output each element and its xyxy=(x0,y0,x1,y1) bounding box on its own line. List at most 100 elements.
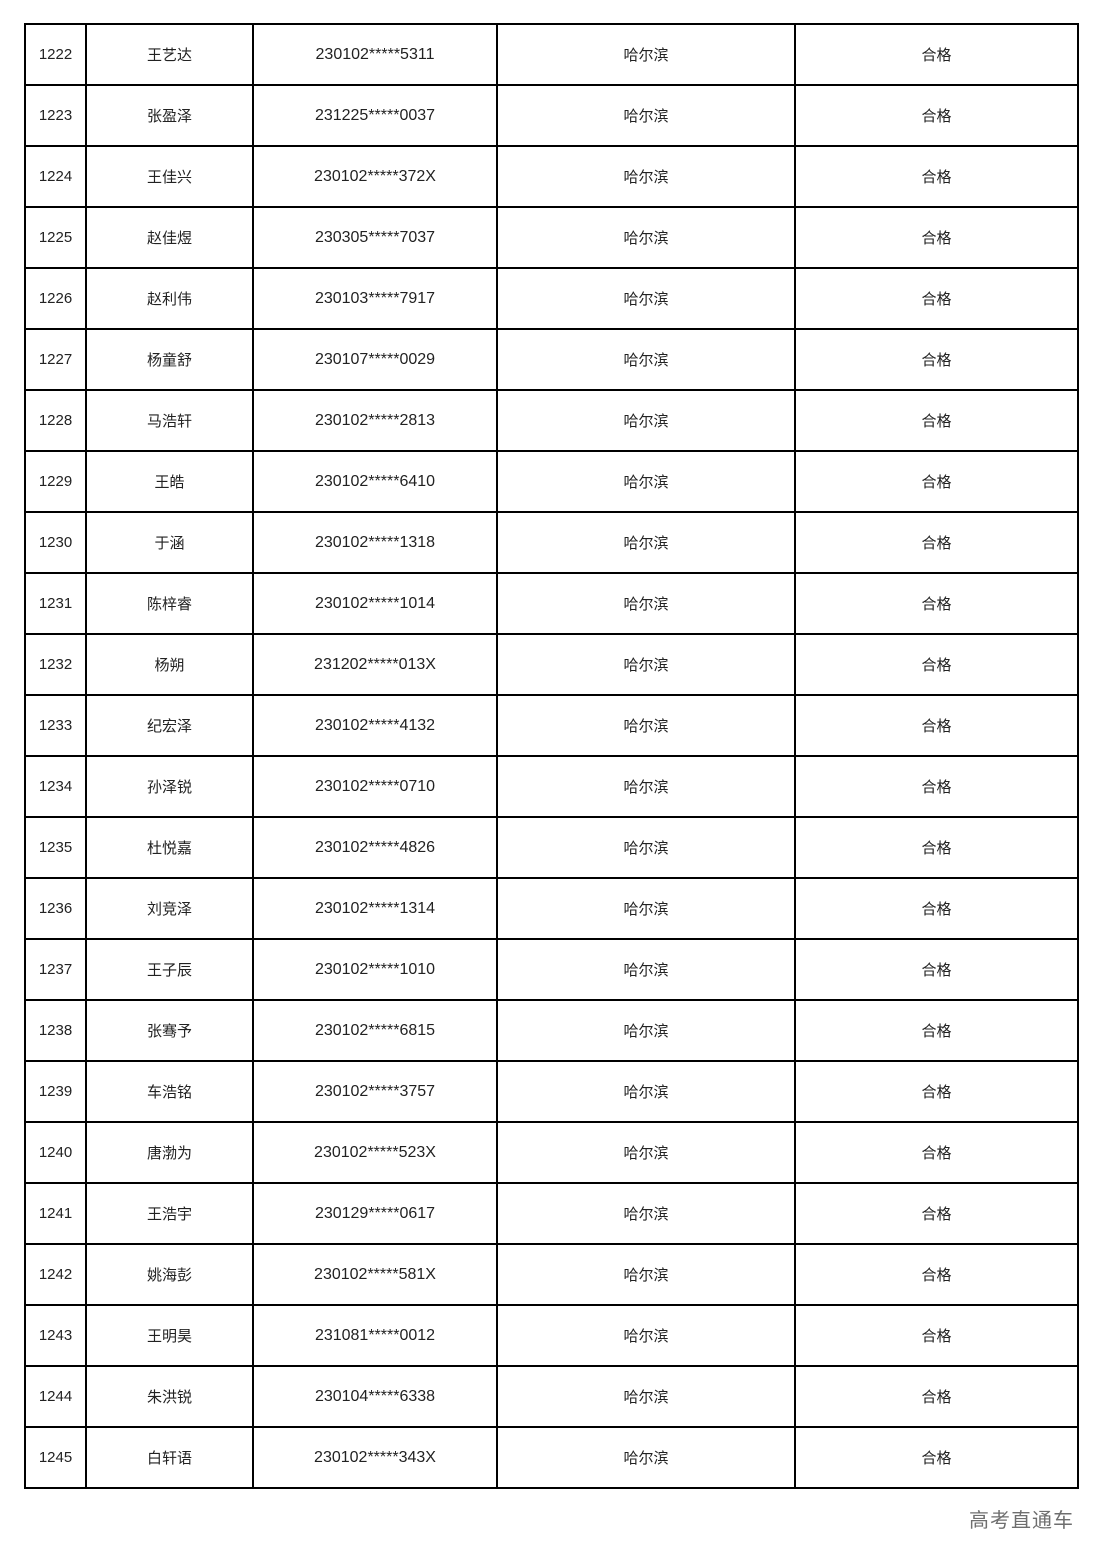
id-number-cell: 230102*****6815 xyxy=(252,999,498,1062)
row-number-cell: 1229 xyxy=(24,450,87,513)
name-cell: 杨童舒 xyxy=(85,328,254,391)
region-cell: 哈尔滨 xyxy=(496,1426,796,1489)
name-cell: 于涵 xyxy=(85,511,254,574)
results-table-body: 1222 王艺达 230102*****5311 哈尔滨 合格 1223 张盈泽 231225… xyxy=(24,23,1079,1489)
name-cell: 王佳兴 xyxy=(85,145,254,208)
row-number-cell: 1236 xyxy=(24,877,87,940)
result-cell: 合格 xyxy=(794,84,1079,147)
name-cell: 张盈泽 xyxy=(85,84,254,147)
table-row: 1234 孙泽锐 230102*****0710 哈尔滨 合格 xyxy=(24,755,1079,818)
results-table: 1222 王艺达 230102*****5311 哈尔滨 合格 1223 张盈泽 231225… xyxy=(24,23,1079,1489)
region-cell: 哈尔滨 xyxy=(496,877,796,940)
result-cell: 合格 xyxy=(794,206,1079,269)
row-number-cell: 1239 xyxy=(24,1060,87,1123)
name-cell: 张骞予 xyxy=(85,999,254,1062)
row-number-cell: 1225 xyxy=(24,206,87,269)
name-cell: 白轩语 xyxy=(85,1426,254,1489)
result-cell: 合格 xyxy=(794,389,1079,452)
result-cell: 合格 xyxy=(794,267,1079,330)
region-cell: 哈尔滨 xyxy=(496,755,796,818)
table-row: 1244 朱洪锐 230104*****6338 哈尔滨 合格 xyxy=(24,1365,1079,1428)
id-number-cell: 230102*****2813 xyxy=(252,389,498,452)
id-number-cell: 231081*****0012 xyxy=(252,1304,498,1367)
region-cell: 哈尔滨 xyxy=(496,511,796,574)
table-row: 1227 杨童舒 230107*****0029 哈尔滨 合格 xyxy=(24,328,1079,391)
name-cell: 王子辰 xyxy=(85,938,254,1001)
id-number-cell: 230102*****4132 xyxy=(252,694,498,757)
table-row: 1245 白轩语 230102*****343X 哈尔滨 合格 xyxy=(24,1426,1079,1489)
name-cell: 车浩铭 xyxy=(85,1060,254,1123)
region-cell: 哈尔滨 xyxy=(496,206,796,269)
id-number-cell: 230129*****0617 xyxy=(252,1182,498,1245)
result-cell: 合格 xyxy=(794,572,1079,635)
result-cell: 合格 xyxy=(794,145,1079,208)
result-cell: 合格 xyxy=(794,1243,1079,1306)
result-cell: 合格 xyxy=(794,450,1079,513)
region-cell: 哈尔滨 xyxy=(496,267,796,330)
result-cell: 合格 xyxy=(794,1304,1079,1367)
row-number-cell: 1242 xyxy=(24,1243,87,1306)
region-cell: 哈尔滨 xyxy=(496,572,796,635)
table-row: 1232 杨朔 231202*****013X 哈尔滨 合格 xyxy=(24,633,1079,696)
result-cell: 合格 xyxy=(794,816,1079,879)
row-number-cell: 1227 xyxy=(24,328,87,391)
region-cell: 哈尔滨 xyxy=(496,328,796,391)
table-row: 1238 张骞予 230102*****6815 哈尔滨 合格 xyxy=(24,999,1079,1062)
id-number-cell: 230102*****372X xyxy=(252,145,498,208)
region-cell: 哈尔滨 xyxy=(496,1121,796,1184)
row-number-cell: 1238 xyxy=(24,999,87,1062)
id-number-cell: 230102*****5311 xyxy=(252,23,498,86)
name-cell: 赵利伟 xyxy=(85,267,254,330)
id-number-cell: 230102*****1014 xyxy=(252,572,498,635)
row-number-cell: 1237 xyxy=(24,938,87,1001)
row-number-cell: 1224 xyxy=(24,145,87,208)
name-cell: 姚海彭 xyxy=(85,1243,254,1306)
table-row: 1240 唐渤为 230102*****523X 哈尔滨 合格 xyxy=(24,1121,1079,1184)
table-row: 1235 杜悦嘉 230102*****4826 哈尔滨 合格 xyxy=(24,816,1079,879)
region-cell: 哈尔滨 xyxy=(496,23,796,86)
row-number-cell: 1245 xyxy=(24,1426,87,1489)
table-row: 1243 王明昊 231081*****0012 哈尔滨 合格 xyxy=(24,1304,1079,1367)
region-cell: 哈尔滨 xyxy=(496,1243,796,1306)
result-cell: 合格 xyxy=(794,755,1079,818)
result-cell: 合格 xyxy=(794,938,1079,1001)
region-cell: 哈尔滨 xyxy=(496,1060,796,1123)
result-cell: 合格 xyxy=(794,511,1079,574)
row-number-cell: 1228 xyxy=(24,389,87,452)
id-number-cell: 230102*****581X xyxy=(252,1243,498,1306)
name-cell: 杨朔 xyxy=(85,633,254,696)
row-number-cell: 1222 xyxy=(24,23,87,86)
name-cell: 王艺达 xyxy=(85,23,254,86)
id-number-cell: 230103*****7917 xyxy=(252,267,498,330)
region-cell: 哈尔滨 xyxy=(496,1182,796,1245)
id-number-cell: 230102*****523X xyxy=(252,1121,498,1184)
row-number-cell: 1241 xyxy=(24,1182,87,1245)
name-cell: 朱洪锐 xyxy=(85,1365,254,1428)
table-row: 1236 刘竞泽 230102*****1314 哈尔滨 合格 xyxy=(24,877,1079,940)
region-cell: 哈尔滨 xyxy=(496,145,796,208)
row-number-cell: 1240 xyxy=(24,1121,87,1184)
row-number-cell: 1226 xyxy=(24,267,87,330)
id-number-cell: 230104*****6338 xyxy=(252,1365,498,1428)
table-row: 1241 王浩宇 230129*****0617 哈尔滨 合格 xyxy=(24,1182,1079,1245)
row-number-cell: 1231 xyxy=(24,572,87,635)
id-number-cell: 231202*****013X xyxy=(252,633,498,696)
id-number-cell: 230102*****1318 xyxy=(252,511,498,574)
table-row: 1230 于涵 230102*****1318 哈尔滨 合格 xyxy=(24,511,1079,574)
table-row: 1226 赵利伟 230103*****7917 哈尔滨 合格 xyxy=(24,267,1079,330)
result-cell: 合格 xyxy=(794,1060,1079,1123)
id-number-cell: 230102*****343X xyxy=(252,1426,498,1489)
result-cell: 合格 xyxy=(794,633,1079,696)
result-cell: 合格 xyxy=(794,1182,1079,1245)
id-number-cell: 230102*****4826 xyxy=(252,816,498,879)
region-cell: 哈尔滨 xyxy=(496,938,796,1001)
table-row: 1233 纪宏泽 230102*****4132 哈尔滨 合格 xyxy=(24,694,1079,757)
region-cell: 哈尔滨 xyxy=(496,694,796,757)
id-number-cell: 230102*****1010 xyxy=(252,938,498,1001)
name-cell: 孙泽锐 xyxy=(85,755,254,818)
table-row: 1229 王皓 230102*****6410 哈尔滨 合格 xyxy=(24,450,1079,513)
name-cell: 刘竞泽 xyxy=(85,877,254,940)
result-cell: 合格 xyxy=(794,1365,1079,1428)
row-number-cell: 1230 xyxy=(24,511,87,574)
table-row: 1223 张盈泽 231225*****0037 哈尔滨 合格 xyxy=(24,84,1079,147)
